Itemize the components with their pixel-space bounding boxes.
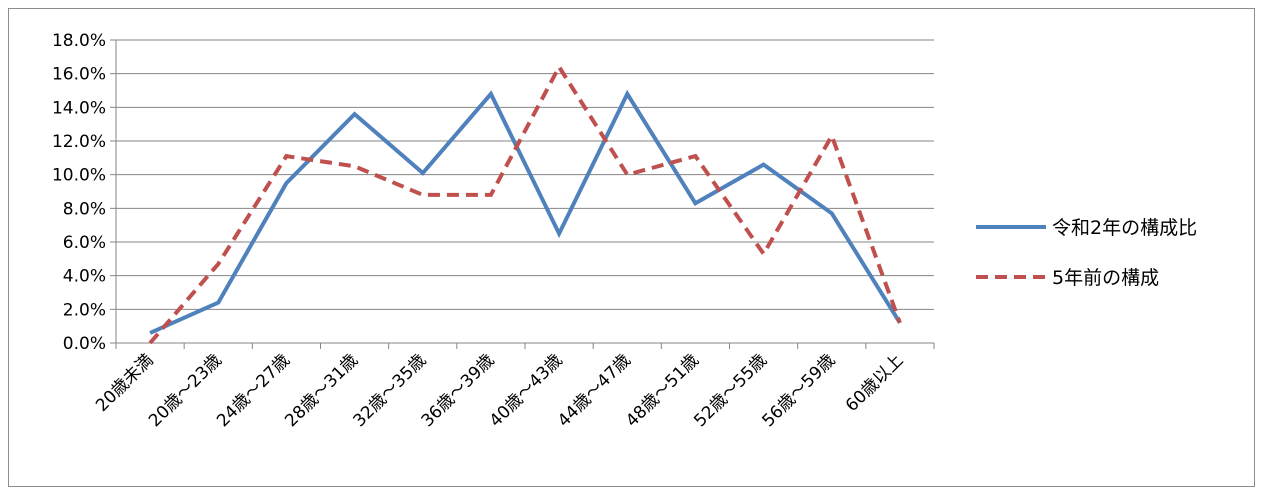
series-line-1 (149, 89, 902, 335)
y-tick-label: 6.0% (63, 233, 106, 253)
gridlines (116, 39, 934, 310)
y-tick-label: 10.0% (52, 166, 106, 186)
y-tick-label: 18.0% (52, 31, 106, 51)
x-tick-label: 48歳～51歳 (622, 350, 703, 431)
x-tick-label: 44歳～47歳 (554, 350, 635, 431)
y-tick-label: 4.0% (63, 267, 106, 287)
y-tick-label: 14.0% (52, 98, 106, 118)
x-tick-label: 60歳以上 (842, 350, 908, 416)
legend-label-1: 令和2年の構成比 (1052, 217, 1197, 239)
x-tick-label: 20歳～23歳 (145, 350, 226, 431)
y-tick-label: 16.0% (52, 65, 106, 85)
axes (110, 39, 935, 349)
x-tick-label: 52歳～55歳 (690, 350, 771, 431)
chart-frame (8, 8, 1255, 487)
x-tick-label: 40歳～43歳 (486, 350, 567, 431)
y-tick-label: 8.0% (63, 199, 106, 219)
x-tick-labels: 20歳未満20歳～23歳24歳～27歳28歳～31歳32歳～35歳36歳～39歳… (92, 350, 907, 431)
legend-label-2: 5年前の構成 (1052, 267, 1159, 289)
y-tick-label: 0.0% (63, 334, 106, 354)
x-tick-label: 24歳～27歳 (213, 350, 294, 431)
legend: 令和2年の構成比 5年前の構成 (976, 217, 1197, 289)
x-tick-label: 32歳～35歳 (349, 350, 430, 431)
y-tick-label: 2.0% (63, 300, 106, 320)
x-tick-label: 28歳～31歳 (281, 350, 362, 431)
y-tick-label: 12.0% (52, 132, 106, 152)
y-tick-labels: 0.0% 2.0% 4.0% 6.0% 8.0% 10.0% 12.0% 14.0% 16.0%… (52, 31, 106, 354)
x-tick-label: 36歳～39歳 (418, 350, 499, 431)
x-tick-label: 56歳～59歳 (758, 350, 839, 431)
series-lines (148, 62, 902, 345)
x-tick-label: 20歳未満 (92, 350, 158, 416)
series-line-2 (148, 62, 902, 345)
